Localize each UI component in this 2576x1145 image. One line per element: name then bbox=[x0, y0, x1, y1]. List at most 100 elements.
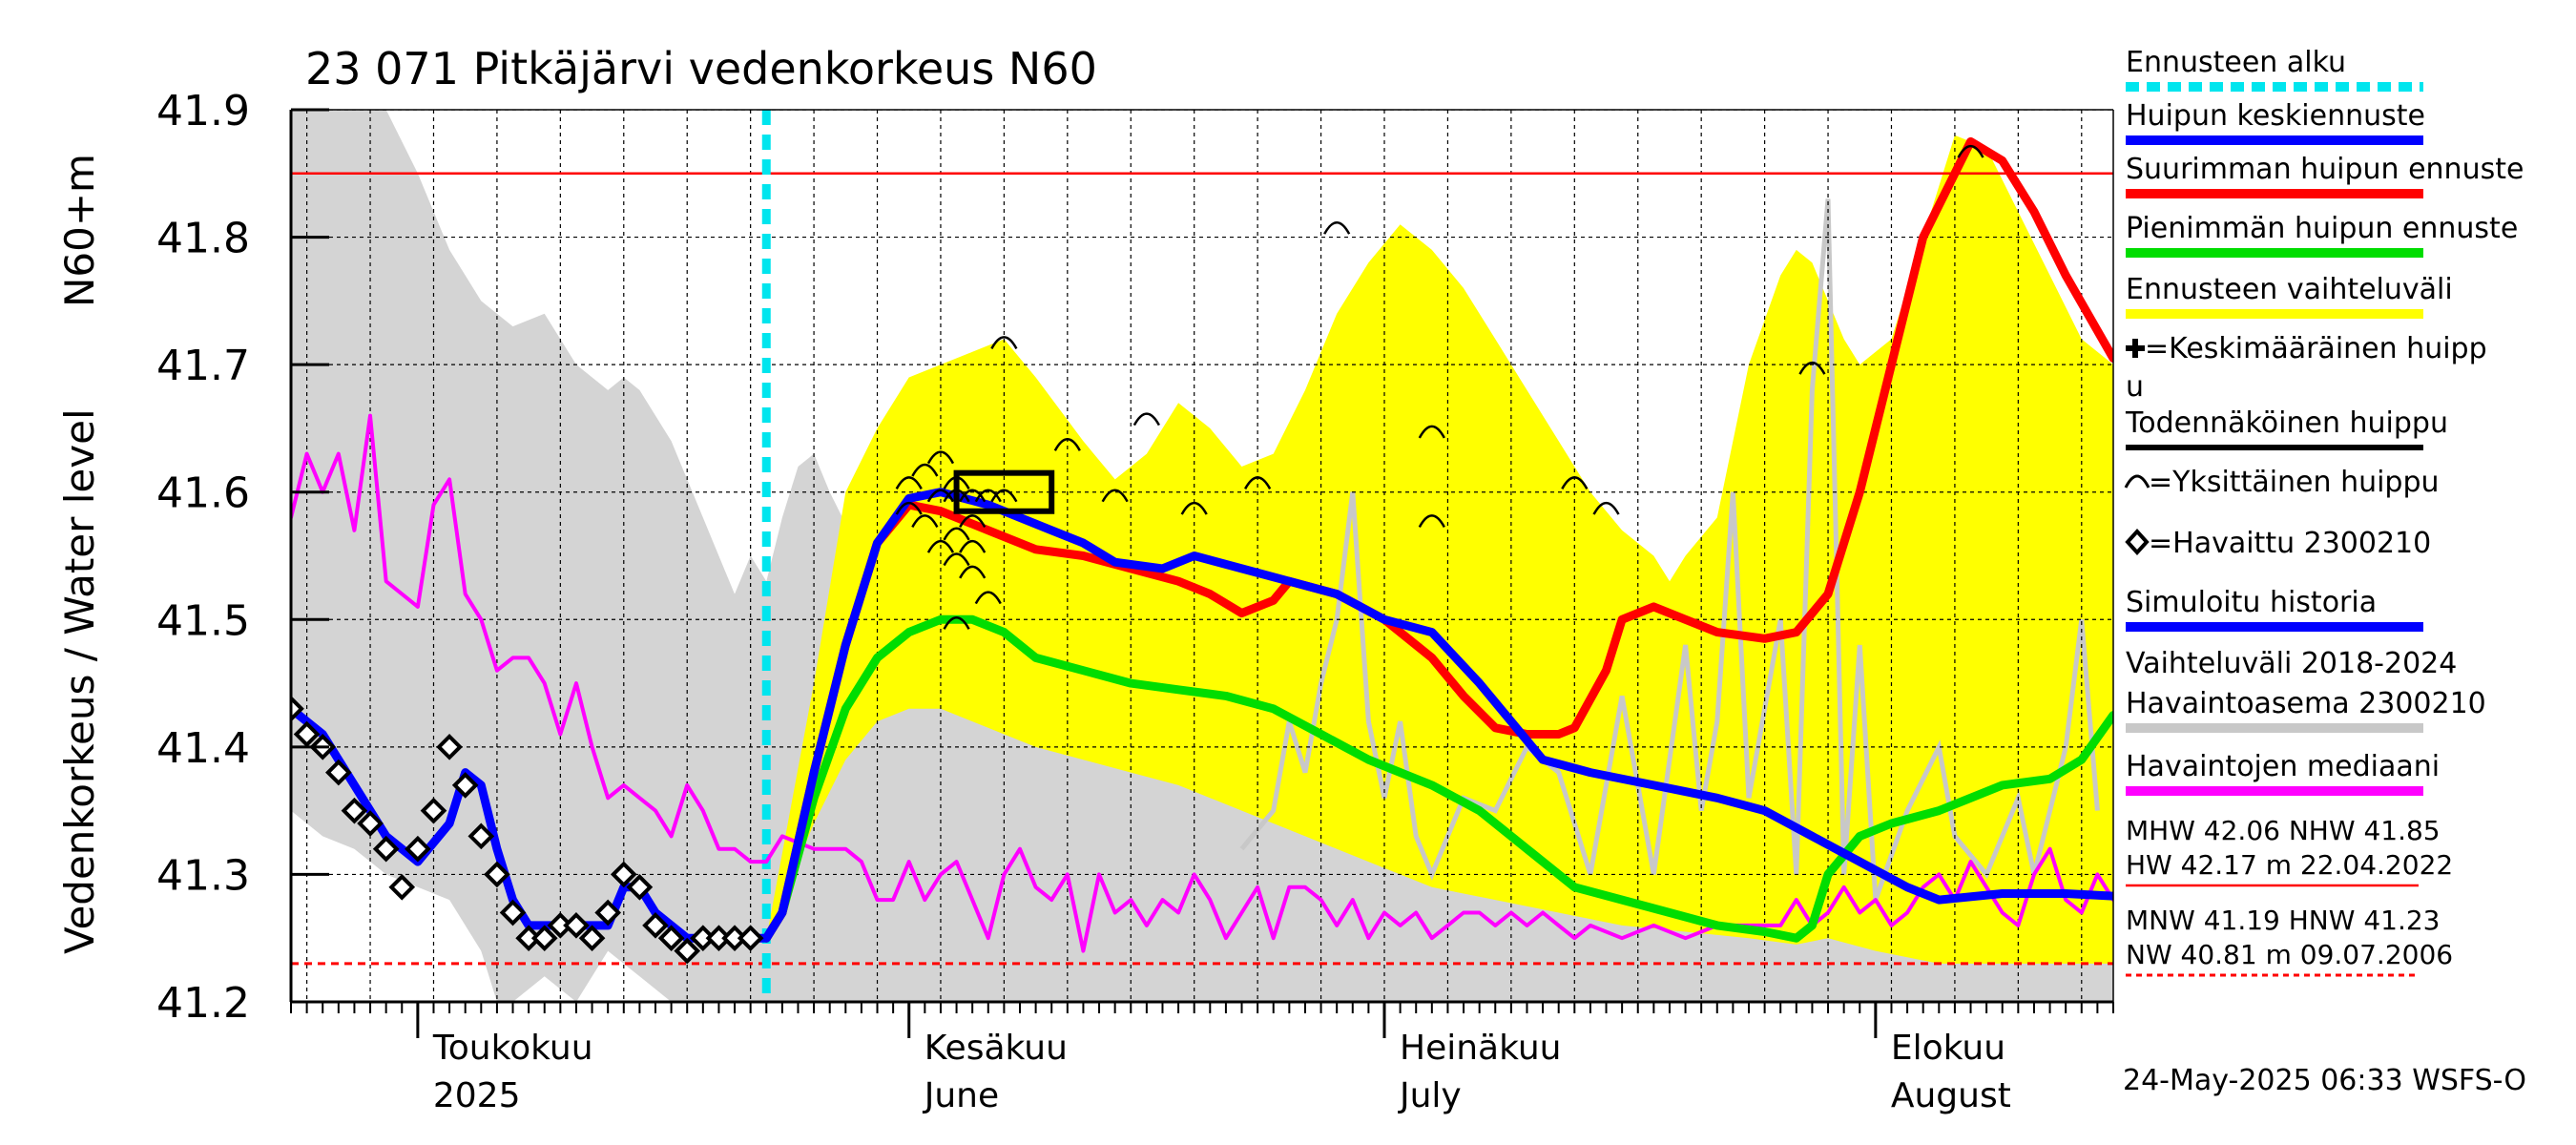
legend-label: =Yksittäinen huippu bbox=[2149, 466, 2440, 499]
observed-point bbox=[626, 873, 654, 901]
stat-label: MNW 41.19 HNW 41.23 bbox=[2126, 905, 2441, 936]
individual-peak-mark bbox=[926, 450, 955, 465]
individual-peaks bbox=[895, 144, 1984, 630]
legend-peak-icon bbox=[2124, 474, 2150, 489]
observed-point bbox=[388, 873, 416, 901]
individual-peak-mark bbox=[943, 489, 970, 503]
y-tick-label: 41.6 bbox=[156, 469, 250, 518]
footer-timestamp: 24-May-2025 06:33 WSFS-O bbox=[2123, 1064, 2526, 1097]
observed-point bbox=[737, 925, 764, 952]
y-tick-label: 41.5 bbox=[156, 596, 250, 645]
observed-point bbox=[594, 899, 622, 926]
plot-clip-group bbox=[291, 110, 2113, 1002]
legend-label: Havaintoasema 2300210 bbox=[2126, 687, 2486, 720]
axes: 41.2 41.3 41.4 41.5 41.6 41.7 41.8 41.9 Toukokuu… bbox=[156, 87, 2114, 1115]
y-tick-label: 41.9 bbox=[156, 87, 250, 135]
individual-peak-mark bbox=[990, 489, 1018, 503]
month-sublabel: August bbox=[1891, 1076, 2011, 1115]
legend-label: Pienimmän huipun ennuste bbox=[2126, 212, 2518, 245]
observed-point bbox=[499, 899, 527, 926]
individual-peak-mark bbox=[974, 591, 1002, 605]
individual-peak-mark bbox=[1561, 476, 1589, 489]
observed-points bbox=[291, 695, 764, 965]
individual-peak-mark bbox=[974, 489, 1002, 503]
individual-peak-mark bbox=[943, 552, 970, 567]
min-peak-forecast-line bbox=[761, 614, 2113, 943]
observed-point bbox=[530, 925, 558, 952]
observed-point bbox=[293, 720, 321, 748]
individual-peak-mark bbox=[1132, 412, 1160, 427]
month-label: Heinäkuu bbox=[1400, 1029, 1561, 1068]
observed-point bbox=[436, 734, 463, 760]
month-label: Kesäkuu bbox=[924, 1029, 1068, 1068]
observed-point bbox=[578, 925, 606, 952]
legend-label: Huipun keskiennuste bbox=[2126, 99, 2425, 133]
y-tick-label: 41.3 bbox=[156, 851, 250, 900]
legend-plus-icon bbox=[2126, 339, 2145, 358]
individual-peak-mark bbox=[1180, 501, 1208, 515]
observed-point bbox=[357, 810, 384, 837]
history-range-band bbox=[291, 110, 2113, 1002]
individual-peak-mark bbox=[926, 539, 955, 553]
observed-point bbox=[674, 937, 701, 965]
chart-title: 23 071 Pitkäjärvi vedenkorkeus N60 bbox=[305, 43, 1097, 94]
y-tick-label: 41.2 bbox=[156, 979, 250, 1028]
legend-diamond-icon bbox=[2125, 529, 2150, 555]
individual-peak-mark bbox=[1323, 220, 1351, 235]
individual-peak-mark bbox=[959, 489, 987, 503]
observed-point bbox=[563, 912, 590, 939]
observed-point bbox=[291, 695, 304, 722]
individual-peak-mark bbox=[943, 527, 970, 541]
y-axis-unit-label: N60+m bbox=[56, 154, 103, 307]
month-label: Toukokuu bbox=[432, 1029, 593, 1068]
month-sublabel: July bbox=[1398, 1076, 1462, 1115]
individual-peak-mark bbox=[1957, 144, 1984, 158]
legend: Ennusteen alku Huipun keskiennuste Suurimm… bbox=[2124, 46, 2524, 977]
individual-peak-mark bbox=[959, 565, 987, 579]
legend-label: Havaintojen mediaani bbox=[2126, 750, 2440, 783]
legend-label: Ennusteen alku bbox=[2126, 46, 2346, 79]
month-sublabel: 2025 bbox=[433, 1076, 521, 1115]
legend-label: =Keskimääräinen huipp bbox=[2145, 332, 2487, 365]
forecast-range-band bbox=[766, 135, 2113, 964]
individual-peak-mark bbox=[1053, 438, 1081, 451]
individual-peak-mark bbox=[943, 616, 970, 630]
mean-peak-forecast-line bbox=[291, 488, 2113, 943]
stat-label: NW 40.81 m 09.07.2006 bbox=[2126, 939, 2453, 970]
individual-peak-mark bbox=[1418, 514, 1445, 529]
month-sublabel: June bbox=[923, 1076, 999, 1115]
legend-label: Suurimman huipun ennuste bbox=[2126, 153, 2524, 186]
legend-label: u bbox=[2126, 370, 2144, 404]
observed-point bbox=[642, 912, 669, 939]
individual-peak-mark bbox=[911, 463, 939, 477]
observed-point bbox=[657, 925, 685, 952]
individual-peak-mark bbox=[911, 514, 939, 529]
individual-peak-mark bbox=[1244, 476, 1272, 489]
legend-label: =Havaittu 2300210 bbox=[2149, 527, 2431, 560]
y-tick-label: 41.4 bbox=[156, 724, 250, 773]
individual-peak-mark bbox=[1101, 489, 1129, 503]
plot-area bbox=[291, 110, 2113, 1002]
month-label: Elokuu bbox=[1891, 1029, 2005, 1068]
observed-point bbox=[484, 861, 510, 888]
individual-peak-mark bbox=[895, 476, 923, 489]
y-tick-label: 41.8 bbox=[156, 215, 250, 263]
individual-peak-mark bbox=[959, 539, 987, 553]
probable-peak-box bbox=[953, 469, 1055, 514]
individual-peak-mark bbox=[895, 501, 923, 515]
observed-point bbox=[324, 759, 352, 786]
individual-peak-mark bbox=[943, 476, 970, 489]
individual-peak-mark bbox=[990, 336, 1018, 350]
observed-point bbox=[451, 772, 479, 799]
legend-label: Ennusteen vaihteluväli bbox=[2126, 273, 2453, 306]
y-tick-label: 41.7 bbox=[156, 342, 250, 390]
individual-peak-mark bbox=[926, 489, 955, 503]
legend-label: Vaihteluväli 2018-2024 bbox=[2126, 647, 2457, 680]
y-axis-label: Vedenkorkeus / Water level bbox=[56, 408, 103, 954]
observed-median-line bbox=[291, 413, 2113, 953]
legend-label: Simuloitu historia bbox=[2126, 586, 2377, 619]
individual-peak-mark bbox=[959, 514, 987, 529]
stat-label: HW 42.17 m 22.04.2022 bbox=[2126, 849, 2453, 881]
individual-peak-mark bbox=[1798, 361, 1826, 375]
